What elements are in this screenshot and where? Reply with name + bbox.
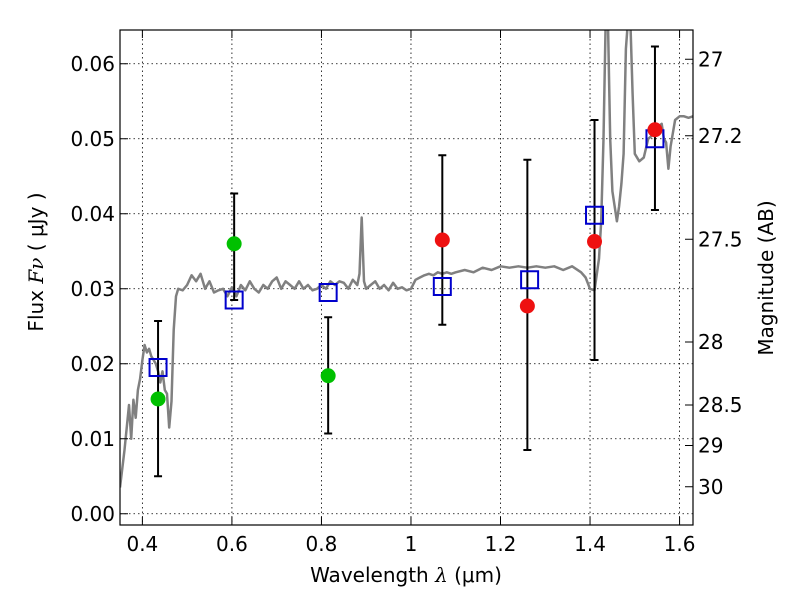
observed-point [434, 232, 450, 248]
x-tick-label: 1.4 [574, 532, 606, 556]
x-tick-label: 1.2 [485, 532, 517, 556]
grid [120, 30, 693, 525]
y2-tick-label: 29 [698, 434, 723, 458]
y-tick-label: 0.02 [70, 352, 115, 376]
x-tick-label: 1.6 [664, 532, 696, 556]
observed-point [519, 298, 535, 314]
spectrum-line [120, 30, 693, 488]
y2-tick-label: 27.2 [698, 124, 743, 148]
y-axis-title: Flux Fν ( μJy ) [24, 192, 48, 331]
y2-tick-label: 30 [698, 475, 723, 499]
model-point [585, 205, 605, 225]
y-tick-label: 0.03 [70, 277, 115, 301]
model-point [520, 270, 540, 290]
observed-point [320, 368, 336, 384]
observed-point [587, 234, 603, 249]
observed-point [226, 236, 242, 252]
y-tick-label: 0.04 [70, 202, 115, 226]
y-tick-label: 0.01 [70, 427, 115, 451]
y-tick-label: 0.05 [70, 127, 115, 151]
y2-tick-label: 28.5 [698, 393, 743, 417]
y-tick-label: 0.00 [70, 502, 115, 526]
x-tick-label: 1 [405, 532, 418, 556]
x-tick-label: 0.6 [216, 532, 248, 556]
y2-tick-label: 27 [698, 47, 723, 71]
y2-tick-label: 27.5 [698, 227, 743, 251]
y2-axis-title: Magnitude (AB) [754, 200, 778, 355]
axis-ticks [120, 30, 693, 525]
model-point [318, 283, 338, 302]
observed-point [647, 122, 663, 138]
plot-background [120, 30, 693, 525]
x-tick-label: 0.8 [306, 532, 338, 556]
model-point [148, 358, 168, 377]
spectrum-layer [120, 30, 693, 488]
y-tick-label: 0.06 [70, 52, 115, 76]
model-point [224, 290, 244, 310]
x-tick-label: 0.4 [126, 532, 158, 556]
x-axis-title: Wavelength λ (μm) [310, 563, 502, 587]
marker-layer [148, 122, 665, 407]
model-point [432, 277, 452, 296]
tick-labels: 0.4 0.6 0.8 1 1.2 1.4 1.6 0.00 0.01 0.02 0.03 0.04 0… [70, 47, 742, 556]
y2-tick-label: 28 [698, 330, 723, 354]
plot-frame [119, 29, 694, 526]
observed-point [150, 391, 166, 407]
